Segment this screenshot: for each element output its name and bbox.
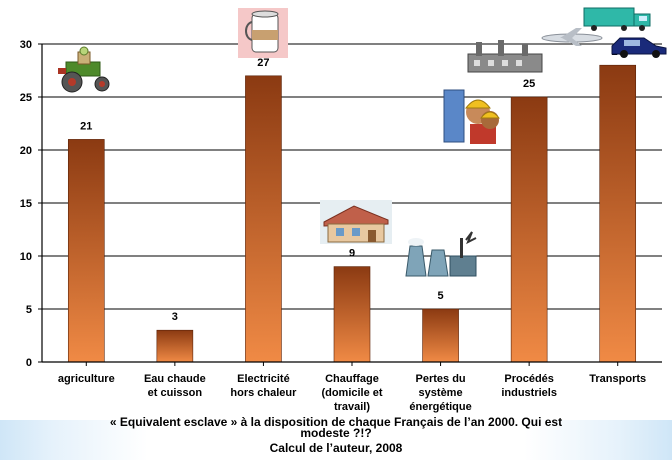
y-tick-label: 25 [20,92,32,104]
data-label: 9 [349,248,355,260]
chart-area: 0 5 10 15 20 25 30 21 agriculture 3 Eau chaude et c… [19,7,667,413]
bar [510,96,548,363]
construction-workers-icon [443,89,501,144]
bar [67,139,105,363]
bar [599,64,637,363]
category-label: industriels [501,387,557,399]
power-plant-icon [405,231,477,277]
y-tick-label: 30 [20,39,32,51]
factory-icon [467,40,543,73]
bar [422,308,459,363]
bar [245,75,282,363]
data-label: 25 [523,78,535,90]
category-label: Electricité [237,373,290,385]
y-tick-label: 20 [20,145,32,157]
category-label: hors chaleur [230,387,297,399]
truck-icon [583,7,651,31]
category-label: Eau chaude [144,373,206,385]
category-label: (domicile et [321,387,382,399]
category-label: Transports [589,373,646,385]
category-label: et cuisson [148,387,203,399]
category-label: travail) [334,401,370,413]
caption-line-1: « Equivalent esclave » à la disposition … [109,415,563,429]
car-icon [611,37,667,58]
category-label: Chauffage [325,373,379,385]
category-label: Pertes du [416,373,466,385]
coffee-jar-icon [238,8,288,58]
house-icon [320,200,392,244]
category-label: agriculture [58,373,115,385]
data-label: 5 [438,290,444,302]
data-label: 21 [80,120,92,132]
category-label: énergétique [409,401,471,413]
y-tick-label: 10 [20,251,32,263]
y-tick-label: 5 [26,304,32,316]
y-tick-label: 0 [26,357,32,369]
category-label: Procédés [504,373,554,385]
data-label: 3 [172,311,178,323]
caption-line-3: Calcul de l’auteur, 2008 [269,441,403,455]
y-tick-label: 15 [20,198,32,210]
bar [156,329,194,363]
data-label: 27 [257,57,269,69]
chart-caption: « Equivalent esclave » à la disposition … [0,415,672,455]
bar [333,266,371,363]
bar-chart: 0 5 10 15 20 25 30 21 agriculture 3 Eau chaude et c… [19,7,667,413]
caption-line-2: modeste ?!? [300,426,372,440]
airplane-icon [541,28,603,46]
tractor-icon [58,46,110,93]
category-label: système [419,387,463,399]
